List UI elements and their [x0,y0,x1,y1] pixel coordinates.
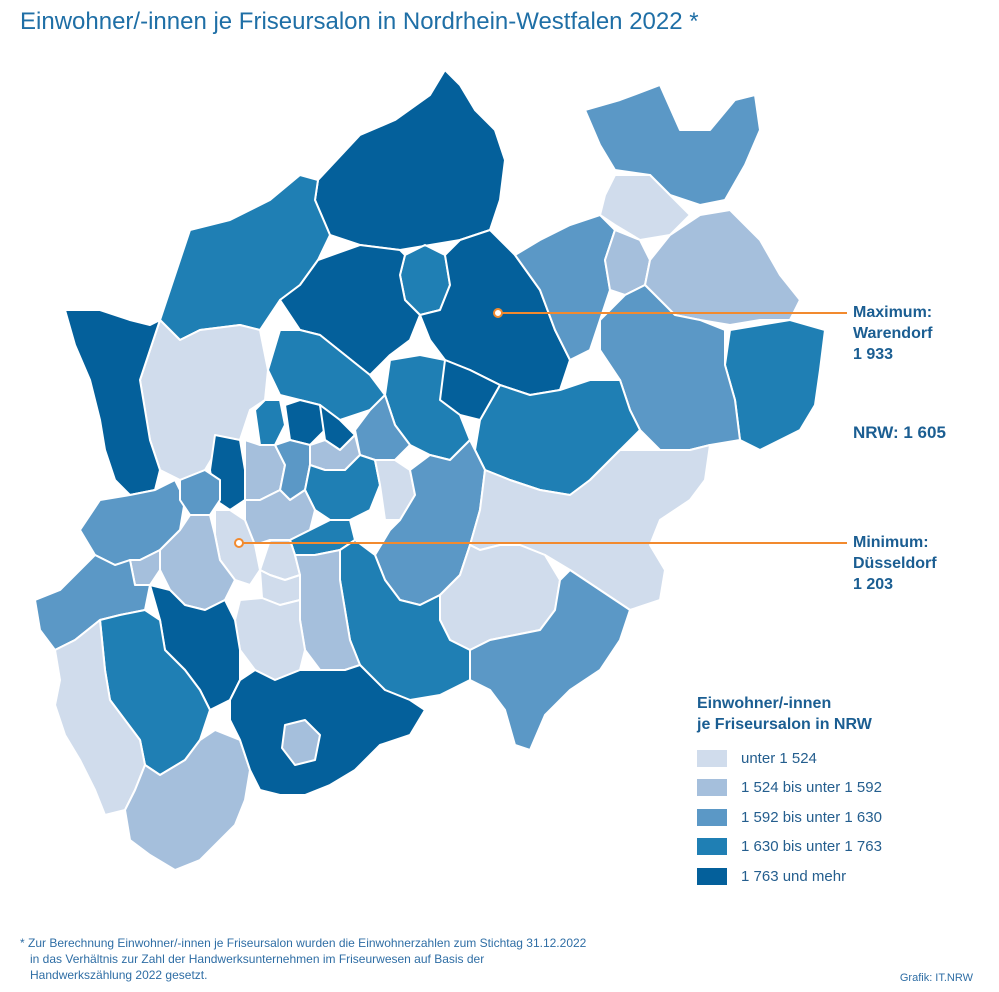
minimum-place: Düsseldorf [853,555,937,572]
legend-item-label: 1 524 bis unter 1 592 [741,779,882,796]
legend: Einwohner/-innen je Friseursalon in NRW … [697,693,882,896]
maximum-place: Warendorf [853,325,933,342]
maximum-annotation: Maximum: Warendorf 1 933 [853,302,932,365]
minimum-annotation: Minimum: Düsseldorf 1 203 [853,532,937,595]
region-kleve [64,309,161,496]
region-gelsenkirchen [284,399,326,446]
legend-swatch [697,867,727,885]
maximum-marker [493,308,503,318]
legend-item-label: 1 630 bis unter 1 763 [741,838,882,855]
minimum-marker [234,538,244,548]
legend-swatch [697,749,727,767]
legend-title-line2: je Friseursalon in NRW [697,716,872,733]
legend-item: 1 592 bis unter 1 630 [697,807,882,827]
graphic-credit: Grafik: IT.NRW [899,972,973,984]
region-siegen-wittgenstein [469,569,631,751]
region-euskirchen [124,729,251,871]
region-steinfurt [314,69,506,251]
region-rhein-sieg-kreis [229,664,426,796]
region-coesfeld [279,244,421,376]
page-title: Einwohner/-innen je Friseursalon in Nord… [20,8,699,35]
region-mettmann [244,489,316,546]
legend-swatch [697,779,727,796]
legend-item: 1 524 bis unter 1 592 [697,778,882,798]
legend-item: 1 630 bis unter 1 763 [697,837,882,857]
maximum-label: Maximum: [853,304,933,321]
legend-item-label: 1 592 bis unter 1 630 [741,808,882,826]
footnote: * Zur Berechnung Einwohner/-innen je Fri… [20,935,780,983]
legend-item-label: unter 1 524 [741,749,817,767]
footnote-line3: Handwerkszählung 2022 gesetzt. [30,968,208,982]
region-hoexter [724,319,826,451]
region-krefeld [179,469,221,516]
legend-swatch [697,808,727,826]
footnote-line2: in das Verhältnis zur Zahl der Handwerks… [30,952,485,966]
legend-swatch [697,838,727,855]
region-koeln [234,597,306,681]
legend-title: Einwohner/-innen je Friseursalon in NRW [697,693,882,735]
region-bonn [281,719,321,766]
region-herford [599,174,691,241]
legend-item: unter 1 524 [697,748,882,768]
minimum-value: 1 203 [853,576,894,593]
minimum-label: Minimum: [853,534,929,551]
region-minden-luebbecke [584,84,761,206]
footnote-line1: * Zur Berechnung Einwohner/-innen je Fri… [20,936,587,950]
legend-item: 1 763 und mehr [697,866,882,886]
legend-title-line1: Einwohner/-innen [697,695,832,712]
region-bottrop [254,399,286,446]
nrw-average: NRW: 1 605 [853,423,946,442]
legend-item-label: 1 763 und mehr [741,867,847,885]
maximum-value: 1 933 [853,346,894,363]
